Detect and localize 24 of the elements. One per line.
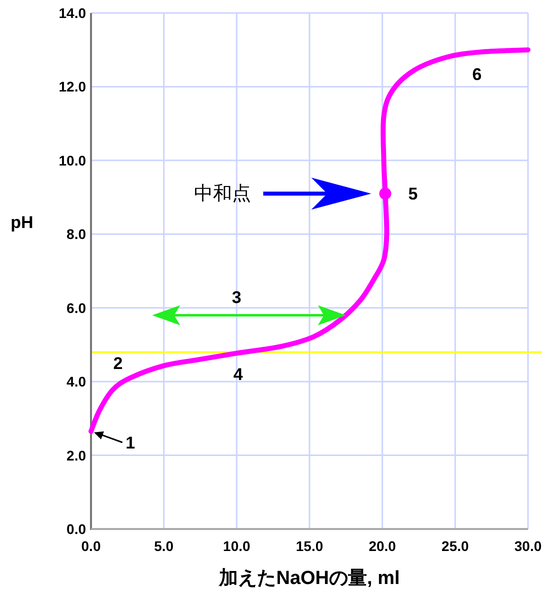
y-tick-label: 4.0 — [66, 374, 86, 390]
x-tick-label: 10.0 — [223, 538, 251, 554]
y-tick-label: 6.0 — [66, 300, 86, 316]
x-tick-label: 0.0 — [81, 538, 101, 554]
y-tick-label: 0.0 — [66, 521, 86, 537]
annotation: 中和点 — [194, 184, 252, 205]
annotation: 4 — [233, 365, 244, 384]
x-tick-label: 5.0 — [154, 538, 174, 554]
y-tick-label: 8.0 — [66, 226, 86, 242]
x-tick-label: 20.0 — [368, 538, 396, 554]
y-axis-title: pH — [10, 213, 34, 232]
y-tick-label: 2.0 — [66, 447, 86, 464]
x-tick-label: 15.0 — [296, 538, 324, 554]
annotation: 3 — [232, 288, 242, 307]
x-tick-label: 30.0 — [514, 538, 542, 554]
annotation: 5 — [408, 184, 418, 204]
annotation: 2 — [113, 354, 123, 374]
y-tick-label: 10.0 — [58, 152, 86, 168]
y-tick-label: 14.0 — [58, 5, 86, 21]
annotation: 1 — [126, 433, 136, 452]
x-tick-label: 25.0 — [442, 538, 470, 554]
annotation: 6 — [472, 64, 482, 84]
y-tick-label: 12.0 — [58, 78, 86, 95]
x-axis-title: 加えたNaOHの量, ml — [218, 567, 400, 589]
